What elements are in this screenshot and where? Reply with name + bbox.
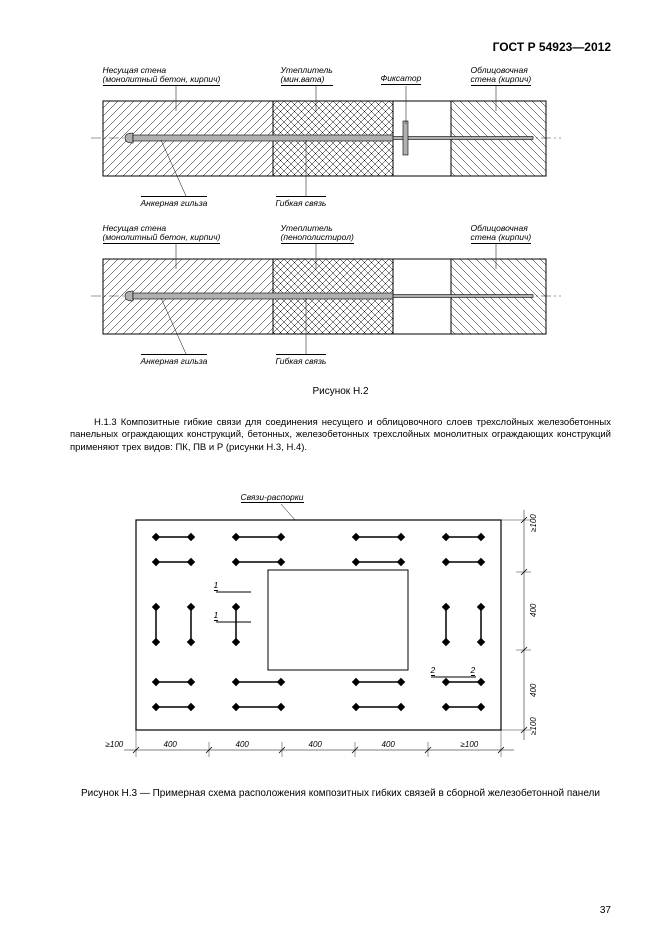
label-insulation-2: Утеплитель(пенополистирол) xyxy=(281,224,354,244)
figure-h2-caption: Рисунок Н.2 xyxy=(70,386,611,397)
figure-h2-bottom: Несущая стена(монолитный бетон, кирпич) … xyxy=(81,224,601,374)
figure-h3: Связи-распорки xyxy=(76,482,606,772)
sect-2a: 2 xyxy=(431,665,436,676)
label-fixer: Фиксатор xyxy=(381,74,422,85)
figure-h2-top: Несущая стена(монолитный бетон, кирпич) … xyxy=(81,66,601,216)
label-facing: Облицовочнаястена (кирпич) xyxy=(471,66,532,86)
dim-r3: ≥100 xyxy=(529,717,538,735)
sect-2b: 2 xyxy=(471,665,476,676)
page-number: 37 xyxy=(600,905,611,916)
label-tie: Гибкая связь xyxy=(276,196,327,208)
dim-b0: ≥100 xyxy=(106,740,124,749)
dim-b2: 400 xyxy=(236,740,249,749)
label-sleeve: Анкерная гильза xyxy=(141,196,208,208)
label-wall-2: Несущая стена(монолитный бетон, кирпич) xyxy=(103,224,221,244)
dim-b4: 400 xyxy=(382,740,395,749)
tie-spacer-label: Связи-распорки xyxy=(241,492,304,503)
page: ГОСТ Р 54923—2012 xyxy=(0,0,661,936)
sect-1a: 1 xyxy=(214,580,219,591)
dim-b5: ≥100 xyxy=(461,740,479,749)
section-svg-top xyxy=(81,66,601,216)
figure-h3-caption: Рисунок Н.3 — Примерная схема расположен… xyxy=(70,788,611,799)
dim-r1: 400 xyxy=(529,604,538,617)
label-tie-2: Гибкая связь xyxy=(276,354,327,366)
label-sleeve-2: Анкерная гильза xyxy=(141,354,208,366)
section-svg-bottom xyxy=(81,224,601,374)
document-header: ГОСТ Р 54923—2012 xyxy=(70,40,611,54)
label-facing-2: Облицовочнаястена (кирпич) xyxy=(471,224,532,244)
label-wall: Несущая стена(монолитный бетон, кирпич) xyxy=(103,66,221,86)
label-insulation: Утеплитель(мин.вата) xyxy=(281,66,333,86)
dim-b1: 400 xyxy=(164,740,177,749)
dim-b3: 400 xyxy=(309,740,322,749)
paragraph-h13: Н.1.3 Композитные гибкие связи для соеди… xyxy=(70,417,611,454)
plan-svg xyxy=(76,482,606,772)
dim-r2: 400 xyxy=(529,684,538,697)
dim-r0: ≥100 xyxy=(529,514,538,532)
sect-1b: 1 xyxy=(214,610,219,621)
